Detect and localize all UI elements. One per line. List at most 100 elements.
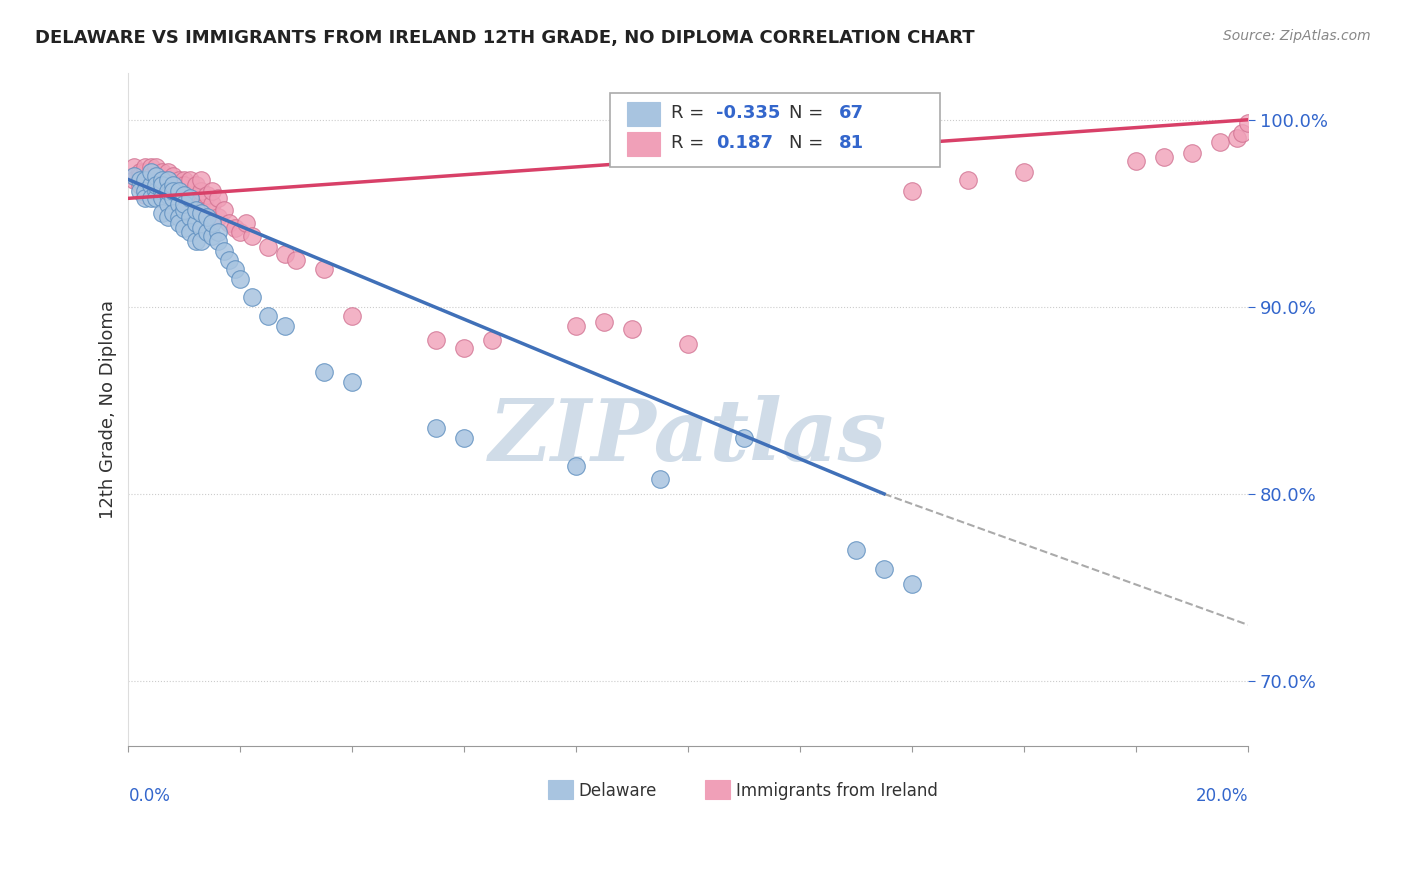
Point bbox=[162, 191, 184, 205]
Text: 0.0%: 0.0% bbox=[128, 787, 170, 805]
Point bbox=[453, 341, 475, 355]
Point bbox=[285, 253, 308, 268]
Text: DELAWARE VS IMMIGRANTS FROM IRELAND 12TH GRADE, NO DIPLOMA CORRELATION CHART: DELAWARE VS IMMIGRANTS FROM IRELAND 12TH… bbox=[35, 29, 974, 46]
Point bbox=[156, 197, 179, 211]
Bar bbox=[548, 780, 572, 799]
Point bbox=[139, 184, 162, 198]
Point bbox=[207, 235, 229, 249]
Point bbox=[425, 421, 447, 435]
Point bbox=[122, 169, 145, 183]
Point bbox=[453, 431, 475, 445]
Point bbox=[134, 172, 156, 186]
Point bbox=[224, 221, 246, 235]
Point bbox=[179, 225, 201, 239]
Point bbox=[235, 216, 257, 230]
Point bbox=[179, 197, 201, 211]
Point bbox=[128, 184, 150, 198]
Point bbox=[167, 187, 190, 202]
Point bbox=[150, 172, 173, 186]
Point bbox=[190, 206, 212, 220]
Point bbox=[139, 172, 162, 186]
Point bbox=[845, 543, 868, 558]
Point bbox=[122, 169, 145, 183]
Text: N =: N = bbox=[789, 103, 830, 121]
Point bbox=[173, 197, 195, 211]
Y-axis label: 12th Grade, No Diploma: 12th Grade, No Diploma bbox=[100, 301, 117, 519]
Point bbox=[139, 178, 162, 193]
Point bbox=[156, 187, 179, 202]
Point bbox=[173, 178, 195, 193]
Point bbox=[134, 160, 156, 174]
Point bbox=[173, 172, 195, 186]
Text: Immigrants from Ireland: Immigrants from Ireland bbox=[737, 782, 938, 800]
Point bbox=[145, 169, 167, 183]
Point bbox=[145, 178, 167, 193]
Text: N =: N = bbox=[789, 134, 830, 152]
Point bbox=[145, 184, 167, 198]
Point bbox=[207, 225, 229, 239]
Point bbox=[342, 375, 364, 389]
Point bbox=[425, 334, 447, 348]
Point bbox=[195, 202, 218, 217]
Point bbox=[190, 221, 212, 235]
Point bbox=[240, 290, 263, 304]
Point bbox=[150, 184, 173, 198]
Point bbox=[167, 172, 190, 186]
Point bbox=[1232, 126, 1254, 140]
Point bbox=[201, 184, 224, 198]
Point bbox=[122, 160, 145, 174]
Point bbox=[229, 225, 252, 239]
Point bbox=[565, 318, 588, 333]
Point bbox=[162, 178, 184, 193]
Text: 67: 67 bbox=[839, 103, 865, 121]
Bar bbox=[627, 132, 661, 156]
Point bbox=[195, 225, 218, 239]
Point bbox=[274, 247, 297, 261]
Point bbox=[139, 191, 162, 205]
Point bbox=[145, 172, 167, 186]
Point bbox=[145, 169, 167, 183]
Point bbox=[162, 184, 184, 198]
Point bbox=[1209, 135, 1232, 149]
Point bbox=[139, 169, 162, 183]
Point bbox=[957, 172, 980, 186]
Point bbox=[167, 197, 190, 211]
Point bbox=[190, 235, 212, 249]
Point bbox=[162, 184, 184, 198]
Point bbox=[167, 184, 190, 198]
Point bbox=[190, 197, 212, 211]
Bar bbox=[704, 780, 730, 799]
Point bbox=[184, 216, 207, 230]
Point bbox=[179, 210, 201, 224]
Point bbox=[621, 322, 644, 336]
Point bbox=[173, 197, 195, 211]
Point bbox=[156, 172, 179, 186]
Point bbox=[173, 221, 195, 235]
Point bbox=[150, 172, 173, 186]
Point bbox=[128, 172, 150, 186]
Point bbox=[167, 197, 190, 211]
Point bbox=[134, 191, 156, 205]
Point bbox=[128, 165, 150, 179]
Point bbox=[128, 178, 150, 193]
Point bbox=[257, 309, 280, 323]
Point bbox=[134, 187, 156, 202]
Point bbox=[565, 458, 588, 473]
Point bbox=[173, 187, 195, 202]
Point bbox=[481, 334, 503, 348]
Point bbox=[184, 202, 207, 217]
Text: Source: ZipAtlas.com: Source: ZipAtlas.com bbox=[1223, 29, 1371, 43]
Point bbox=[201, 228, 224, 243]
Point bbox=[150, 191, 173, 205]
Point bbox=[1012, 165, 1035, 179]
Point bbox=[201, 216, 224, 230]
Point bbox=[733, 431, 755, 445]
Text: -0.335: -0.335 bbox=[716, 103, 780, 121]
Point bbox=[676, 337, 699, 351]
Point bbox=[179, 191, 201, 205]
Point bbox=[195, 187, 218, 202]
Point bbox=[201, 197, 224, 211]
Point bbox=[207, 191, 229, 205]
Point bbox=[145, 191, 167, 205]
Point bbox=[1226, 131, 1249, 145]
